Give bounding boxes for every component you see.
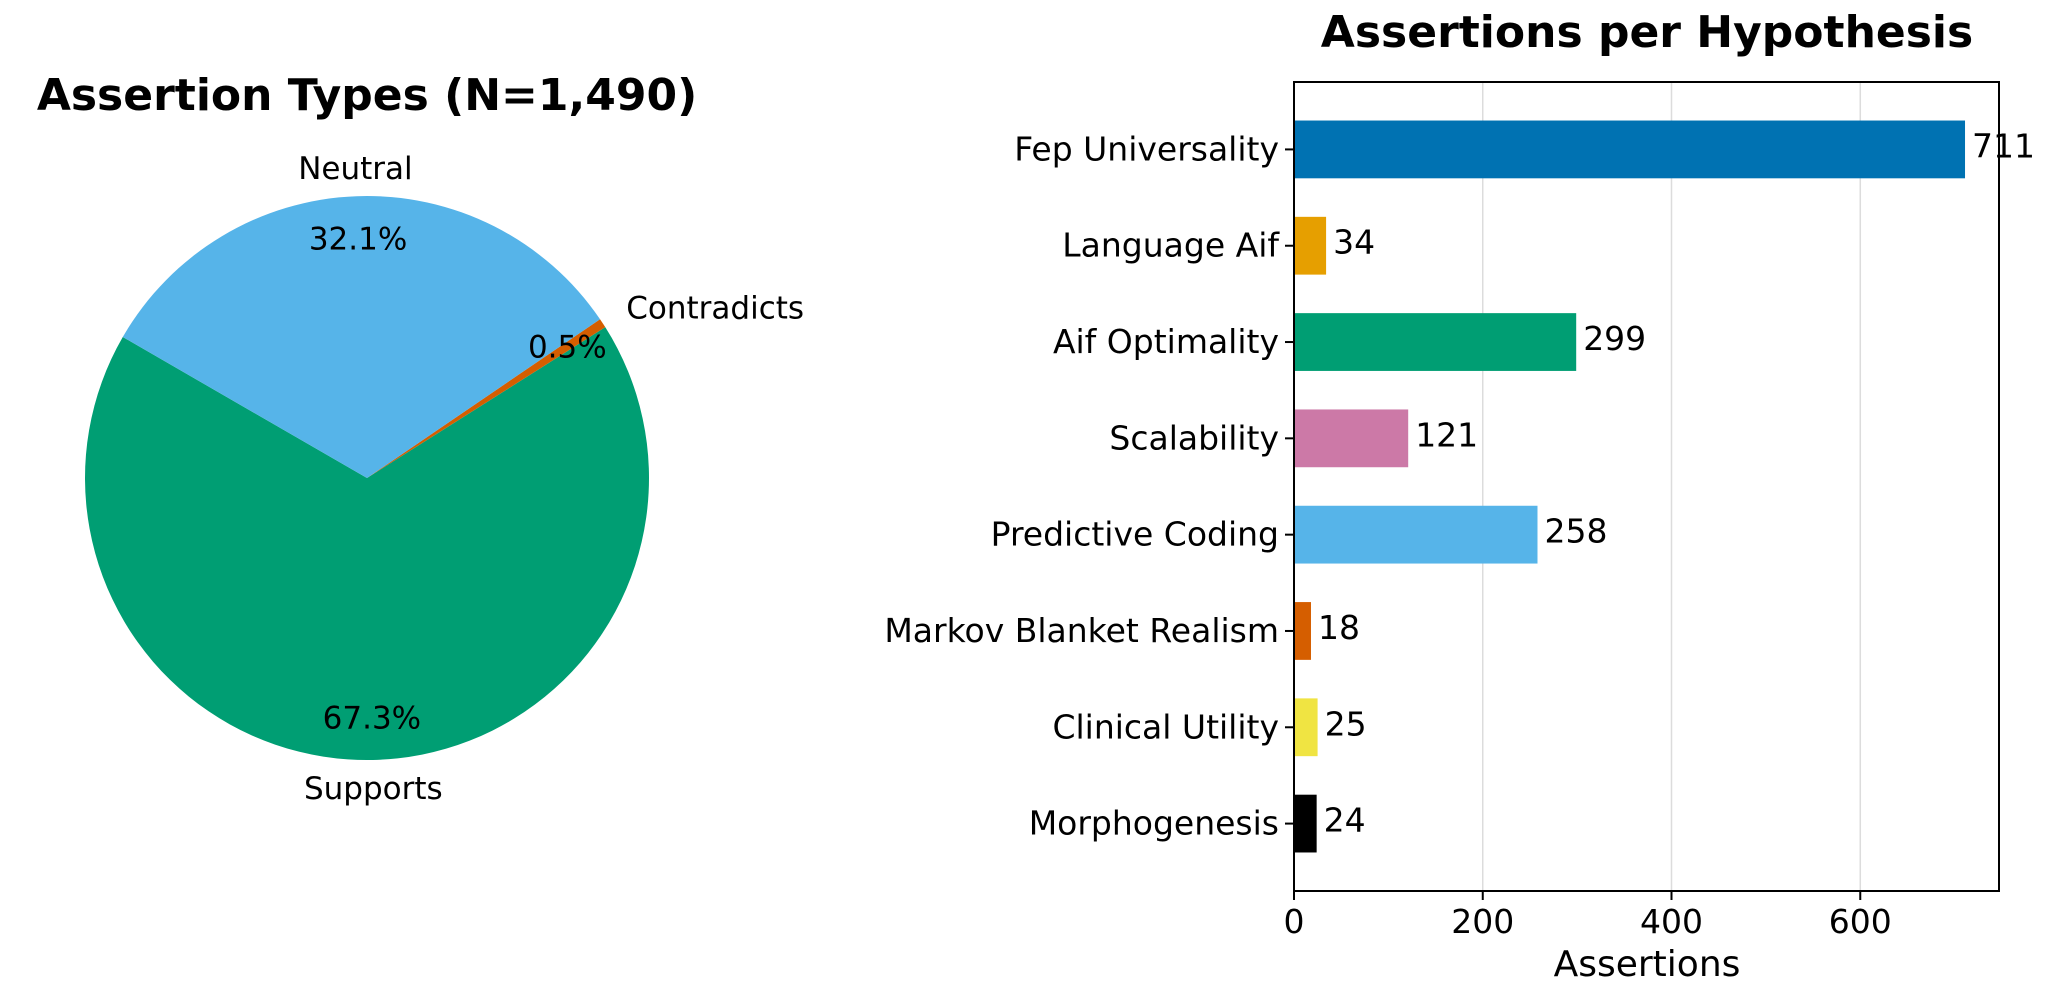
bar-morphogenesis <box>1294 794 1317 853</box>
bar-title: Assertions per Hypothesis <box>1321 7 1973 58</box>
y-tick-label: Language Aif <box>1062 226 1280 265</box>
y-tick-label: Fep Universality <box>1014 129 1279 168</box>
x-axis-label: Assertions <box>1554 944 1741 985</box>
bar-predictive-coding <box>1294 505 1538 564</box>
bar-aif-optimality <box>1294 313 1577 371</box>
bar-value-label: 34 <box>1333 223 1375 262</box>
x-tick-label: 200 <box>1451 902 1514 941</box>
pie-label-contradicts: Contradicts <box>626 291 804 327</box>
bar-value-label: 299 <box>1583 319 1646 358</box>
bar-value-label: 711 <box>1972 126 2035 165</box>
y-tick-label: Scalability <box>1109 418 1279 457</box>
pie-label-supports: Supports <box>304 771 443 807</box>
x-tick-label: 0 <box>1284 902 1305 941</box>
bar-markov-blanket-realism <box>1294 602 1311 660</box>
pie-slice-supports <box>85 327 650 761</box>
pie-slice-neutral <box>122 196 601 478</box>
pie-slice-contradicts <box>367 319 606 478</box>
pie-title: Assertion Types (N=1,490) <box>37 70 697 121</box>
pie-chart: Assertion Types (N=1,490) Supports 67.3% C… <box>37 70 804 807</box>
bar-x-ticks: 0 200 400 600 <box>1284 891 1892 941</box>
pie-label-neutral: Neutral <box>298 151 412 187</box>
bar-value-label: 121 <box>1415 415 1478 454</box>
y-tick-label: Clinical Utility <box>1052 707 1279 746</box>
bar-gridlines <box>1482 82 1862 891</box>
bar-value-label: 24 <box>1324 801 1366 840</box>
bar-language-aif <box>1294 216 1327 275</box>
y-tick-label: Markov Blanket Realism <box>884 611 1279 650</box>
pie-slices <box>85 196 650 761</box>
y-tick-label: Aif Optimality <box>1053 322 1279 361</box>
pie-percent-neutral: 32.1% <box>309 221 407 257</box>
x-tick-label: 600 <box>1829 902 1892 941</box>
y-tick-label: Predictive Coding <box>991 515 1279 554</box>
bar-category-labels: Fep Universality Language Aif Aif Optimali… <box>884 129 1294 843</box>
bar-value-labels: 711 34 299 121 258 18 25 24 <box>1318 126 2035 839</box>
bar-value-label: 18 <box>1318 608 1360 647</box>
bar-bars <box>1294 120 1966 853</box>
bar-fep-universality <box>1294 120 1966 179</box>
bar-scalability <box>1294 409 1409 468</box>
bar-value-label: 258 <box>1544 512 1607 551</box>
bar-chart: Assertions per Hypothesis Fep Universali… <box>884 7 2035 985</box>
x-tick-label: 400 <box>1640 902 1703 941</box>
pie-percent-supports: 67.3% <box>323 701 421 737</box>
pie-labels: Supports 67.3% Contradicts 0.5% Neutral 32.1% <box>298 151 804 807</box>
plot-frame <box>1293 81 2000 892</box>
bar-clinical-utility <box>1294 698 1318 757</box>
y-tick-label: Morphogenesis <box>1029 804 1279 843</box>
pie-percent-contradicts: 0.5% <box>528 329 607 365</box>
bar-value-label: 25 <box>1325 704 1367 743</box>
